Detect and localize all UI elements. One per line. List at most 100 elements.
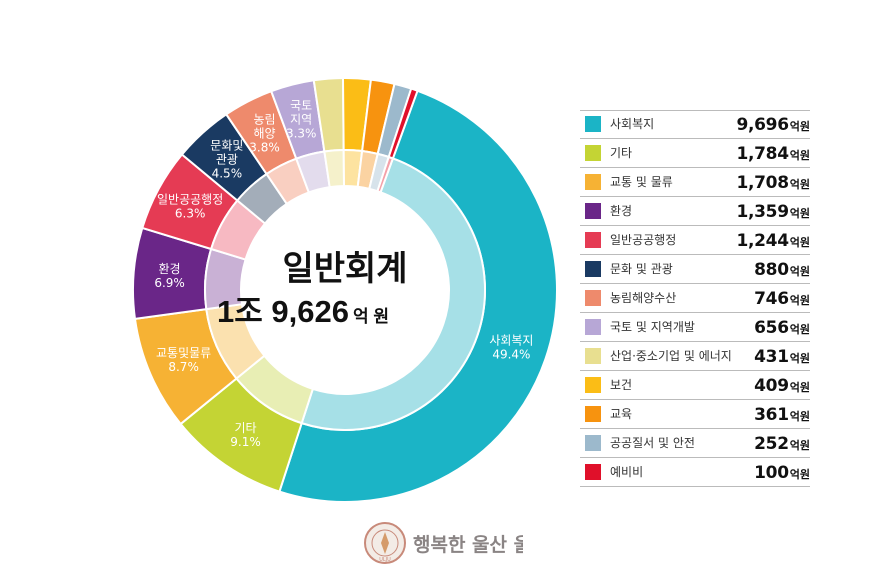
legend-row-divider (580, 428, 810, 429)
legend-row-divider (580, 486, 810, 487)
legend-row-divider (580, 254, 810, 255)
legend-row-divider (580, 370, 810, 371)
slice-percent-3: 8.7% (168, 360, 199, 374)
legend-item-교육: 교육 361억원 (580, 400, 810, 429)
legend-swatch (585, 319, 601, 335)
legend-item-산업·중소기업-및-에너지: 산업·중소기업 및 에너지 431억원 (580, 342, 810, 371)
center-total-unit: 억 원 (353, 307, 389, 326)
legend-value-number: 656 (754, 318, 789, 338)
legend-value: 1,708억원 (736, 168, 810, 199)
slice-label-7-line-2: 해양 (253, 126, 275, 140)
legend-value-number: 880 (754, 260, 789, 280)
legend-value-unit: 억원 (789, 468, 810, 481)
legend-label: 사회복지 (610, 117, 655, 131)
legend-value-number: 252 (754, 434, 789, 454)
legend-value-number: 1,784 (736, 144, 789, 164)
logo-seal-text: ULJU (379, 557, 391, 563)
legend-label: 공공질서 및 안전 (610, 436, 695, 450)
legend-value: 1,784억원 (736, 139, 810, 170)
legend-row-divider (580, 341, 810, 342)
legend-row-divider (580, 312, 810, 313)
legend-label: 기타 (610, 146, 633, 160)
legend-label: 문화 및 관광 (610, 262, 673, 276)
legend-swatch (585, 435, 601, 451)
legend-row-divider (580, 457, 810, 458)
legend-value: 1,359억원 (736, 197, 810, 228)
legend-value-number: 746 (754, 289, 789, 309)
legend-row-divider (580, 167, 810, 168)
legend-label: 농림해양수산 (610, 291, 677, 305)
slice-label-1-line-1: 사회복지 (489, 333, 533, 347)
legend-value-unit: 억원 (789, 149, 810, 162)
slice-label-2-line-1: 기타 (234, 421, 256, 435)
legend-value-number: 431 (754, 347, 789, 367)
legend-item-문화-및-관광: 문화 및 관광 880억원 (580, 255, 810, 284)
legend-item-환경: 환경 1,359억원 (580, 197, 810, 226)
slice-percent-6: 4.5% (212, 167, 243, 181)
legend-value-unit: 억원 (789, 294, 810, 307)
legend-swatch (585, 348, 601, 364)
legend-item-보건: 보건 409억원 (580, 371, 810, 400)
legend-value: 361억원 (754, 400, 810, 431)
legend-value: 1,244억원 (736, 226, 810, 257)
legend-item-사회복지: 사회복지 9,696억원 (580, 110, 810, 139)
slice-label-5-line-1: 일반공공행정 (157, 191, 223, 206)
legend-value-number: 100 (754, 463, 789, 483)
slice-label-6-line-2: 관광 (216, 153, 238, 167)
legend-value: 409억원 (754, 371, 810, 402)
slice-label-8-line-1: 국토 (290, 99, 312, 113)
legend-label: 환경 (610, 204, 633, 218)
legend-value-number: 1,708 (736, 173, 789, 193)
logo-seal-emblem (381, 532, 389, 554)
legend-value-unit: 억원 (789, 265, 810, 278)
legend-value-unit: 억원 (789, 207, 810, 220)
legend-item-교통-및-물류: 교통 및 물류 1,708억원 (580, 168, 810, 197)
legend-swatch (585, 261, 601, 277)
legend-label: 산업·중소기업 및 에너지 (610, 349, 732, 363)
legend-value-unit: 억원 (789, 352, 810, 365)
legend-value: 880억원 (754, 255, 810, 286)
legend-swatch (585, 232, 601, 248)
legend-value-unit: 억원 (789, 439, 810, 452)
legend-value-unit: 억원 (789, 236, 810, 249)
slice-percent-7: 3.8% (249, 140, 280, 154)
legend-value-number: 409 (754, 376, 789, 396)
donut-slices (132, 76, 558, 503)
legend-top-border (580, 110, 810, 111)
legend-swatch (585, 174, 601, 190)
legend-value-unit: 억원 (789, 410, 810, 423)
legend-row-divider (580, 196, 810, 197)
legend-swatch (585, 464, 601, 480)
slice-percent-8: 3.3% (286, 127, 317, 141)
slice-inner-1 (300, 157, 486, 431)
legend-swatch (585, 290, 601, 306)
legend-label: 예비비 (610, 465, 644, 479)
brand-logo: ULJU 행복한 울산 울주 (364, 522, 523, 564)
slice-percent-5: 6.3% (175, 206, 206, 220)
logo-seal-inner (371, 529, 399, 557)
legend-swatch (585, 406, 601, 422)
slice-label-4-line-1: 환경 (159, 262, 181, 276)
slice-label-6-line-1: 문화및 (210, 139, 243, 153)
legend-item-기타: 기타 1,784억원 (580, 139, 810, 168)
legend-swatch (585, 203, 601, 219)
legend-value-unit: 억원 (789, 381, 810, 394)
slice-inner-13 (376, 155, 395, 194)
legend-value: 100억원 (754, 458, 810, 489)
logo-wordmark: 행복한 울산 울주 (413, 534, 523, 556)
legend-swatch (585, 116, 601, 132)
legend-row-divider (580, 138, 810, 139)
legend-value: 656억원 (754, 313, 810, 344)
legend-label: 보건 (610, 378, 633, 392)
slice-label-8-line-2: 지역 (290, 113, 312, 127)
center-total-value: 1조 9,626 (217, 294, 349, 329)
center-title: 일반회계 (282, 250, 407, 288)
legend-value-unit: 억원 (789, 178, 810, 191)
legend-value-unit: 억원 (789, 120, 810, 133)
legend-value-number: 1,359 (736, 202, 789, 222)
legend-value: 9,696억원 (736, 110, 810, 141)
legend-swatch (585, 377, 601, 393)
legend-item-농림해양수산: 농림해양수산 746억원 (580, 284, 810, 313)
